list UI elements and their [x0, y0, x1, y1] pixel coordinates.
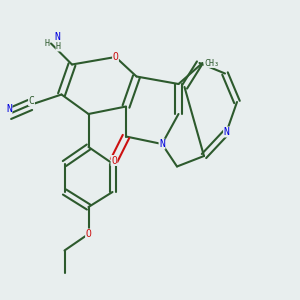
Text: H: H — [44, 39, 49, 48]
Text: N: N — [6, 104, 12, 115]
Text: H: H — [56, 42, 61, 51]
Text: O: O — [85, 229, 91, 239]
Text: C: C — [28, 95, 34, 106]
Text: N: N — [159, 139, 165, 149]
Text: N: N — [54, 32, 60, 43]
Text: O: O — [111, 155, 117, 166]
Text: O: O — [112, 52, 118, 62]
Text: N: N — [224, 127, 230, 137]
Text: CH₃: CH₃ — [204, 58, 219, 68]
